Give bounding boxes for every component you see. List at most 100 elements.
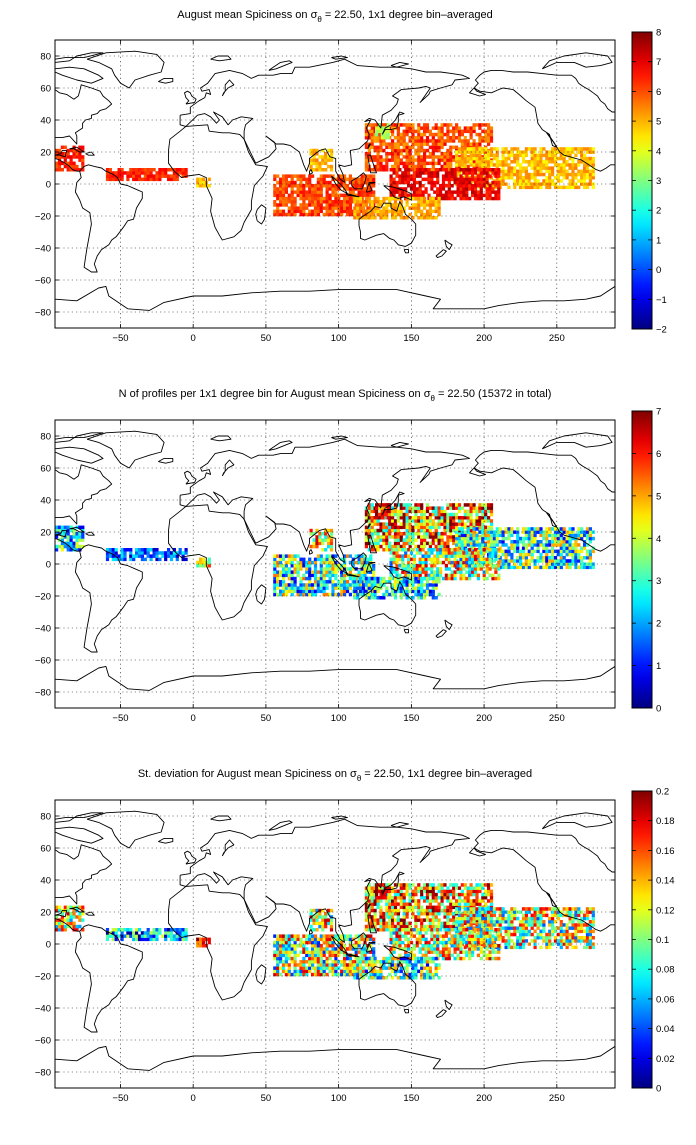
data-cell <box>458 163 461 167</box>
data-cell <box>388 158 391 162</box>
data-cell <box>327 545 330 549</box>
data-cell <box>451 548 454 552</box>
data-cell <box>475 147 478 151</box>
data-cell <box>158 551 161 555</box>
data-cell <box>489 561 492 565</box>
data-cell <box>138 554 141 558</box>
data-cell <box>438 580 441 584</box>
x-tick-label: 250 <box>549 713 565 724</box>
data-cell <box>109 548 112 552</box>
data-cell <box>542 163 545 167</box>
data-cell <box>368 577 371 581</box>
data-cell <box>592 157 595 161</box>
data-cell <box>414 197 417 201</box>
data-cell <box>371 522 374 526</box>
data-cell <box>452 915 455 919</box>
data-cell <box>443 522 446 526</box>
data-cell <box>497 187 500 191</box>
data-cell <box>445 174 448 178</box>
data-cell <box>302 184 305 188</box>
data-cell <box>379 155 382 159</box>
data-cell <box>458 516 461 520</box>
data-cell <box>475 513 478 517</box>
data-cell <box>407 554 410 558</box>
data-cell <box>417 149 420 153</box>
x-tick-label: 150 <box>403 333 419 344</box>
data-cell <box>519 553 522 557</box>
data-cell <box>430 567 433 571</box>
data-cell <box>70 542 73 546</box>
data-cell <box>374 918 377 922</box>
data-cell <box>571 160 574 164</box>
data-cell <box>291 194 294 198</box>
data-cell <box>551 154 554 158</box>
data-cell <box>343 203 346 207</box>
data-cell <box>398 554 401 558</box>
data-cell <box>420 210 423 214</box>
data-cell <box>394 162 397 166</box>
data-cell <box>365 162 368 166</box>
data-cell <box>438 139 441 143</box>
data-cell <box>583 166 586 170</box>
data-cell <box>429 155 432 159</box>
data-cell <box>420 155 423 159</box>
data-cell <box>455 534 458 538</box>
data-cell <box>443 139 446 143</box>
data-cell <box>489 558 492 562</box>
data-cell <box>324 158 327 162</box>
data-cell <box>397 896 400 900</box>
data-cell <box>311 187 314 191</box>
data-cell <box>407 174 410 178</box>
data-cell <box>449 506 452 510</box>
data-cell <box>377 583 380 587</box>
data-cell <box>132 168 135 172</box>
data-cell <box>326 203 329 207</box>
data-cell <box>473 139 476 143</box>
data-cell <box>67 538 70 542</box>
data-cell <box>379 918 382 922</box>
data-cell <box>377 158 380 162</box>
data-cell <box>377 155 380 159</box>
data-cell <box>433 174 436 178</box>
data-cell <box>484 163 487 167</box>
data-cell <box>397 516 400 520</box>
data-cell <box>560 537 563 541</box>
data-cell <box>406 886 409 890</box>
data-cell <box>78 158 81 162</box>
data-cell <box>173 178 176 182</box>
data-cell <box>273 558 276 562</box>
data-cell <box>365 596 368 600</box>
data-cell <box>446 912 449 916</box>
data-cell <box>452 886 455 890</box>
data-cell <box>81 162 84 166</box>
data-cell <box>374 136 377 140</box>
data-cell <box>586 556 589 560</box>
data-cell <box>494 184 497 188</box>
data-cell <box>391 519 394 523</box>
data-cell <box>439 194 442 198</box>
data-cell <box>426 126 429 129</box>
data-cell <box>141 558 144 562</box>
data-cell <box>317 558 320 562</box>
data-cell <box>67 526 70 530</box>
data-cell <box>426 890 429 894</box>
data-cell <box>513 160 516 164</box>
data-cell <box>398 174 401 178</box>
data-cell <box>387 510 390 513</box>
data-cell <box>484 154 487 158</box>
data-cell <box>455 146 458 150</box>
data-cell <box>199 558 202 562</box>
data-cell <box>285 187 288 191</box>
data-cell <box>448 197 451 201</box>
data-cell <box>422 178 425 182</box>
data-cell <box>458 917 461 921</box>
data-cell <box>435 912 438 916</box>
data-cell <box>302 200 305 204</box>
data-cell <box>420 165 423 169</box>
data-cell <box>185 171 188 175</box>
data-cell <box>310 532 313 536</box>
data-cell <box>170 558 173 562</box>
data-cell <box>545 176 548 180</box>
data-cell <box>446 522 449 526</box>
